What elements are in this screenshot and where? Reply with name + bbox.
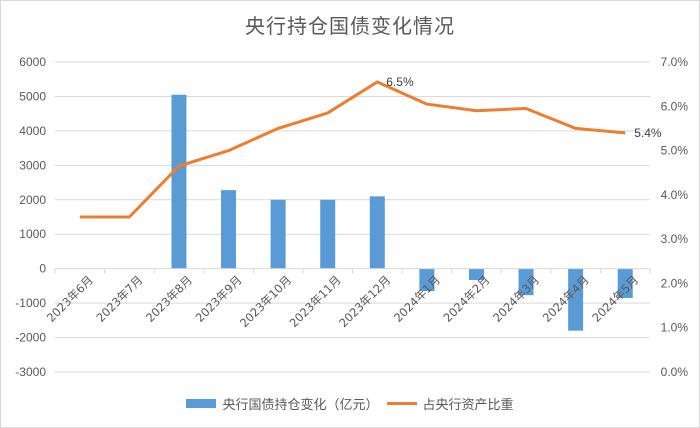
line-swatch-icon [386,402,417,405]
left-axis-tick: -1000 [15,296,46,310]
line-series [79,80,626,219]
left-axis-ticks: 6000 5000 4000 3000 2000 1000 0 -1000 -2000 -3000 [15,55,46,379]
x-axis-labels: 2023年6月2023年7月2023年8月2023年9月2023年10月2023… [44,273,641,330]
bar [419,268,435,292]
bar [617,268,633,298]
gridlines [55,61,650,373]
bar [270,199,286,269]
legend: 央行国债持仓变化（亿元） 占央行资产比重 [0,394,700,413]
x-axis-label: 2023年10月 [237,273,294,330]
bar-swatch-icon [186,399,217,408]
bar-series [171,94,633,331]
x-axis-label: 2023年6月 [44,273,96,325]
left-axis-tick: 0 [39,262,46,276]
right-axis-tick: 0.0% [661,365,689,379]
legend-line-label: 占央行资产比重 [422,398,514,413]
left-axis-tick: 3000 [19,158,46,172]
right-axis-ticks: 7.0% 6.0% 5.0% 4.0% 3.0% 2.0% 1.0% 0.0% [661,55,689,379]
x-axis-label: 2023年9月 [193,273,245,325]
right-axis-tick: 4.0% [661,188,689,202]
left-axis-tick: 6000 [19,55,46,69]
x-axis-label: 2023年7月 [93,273,145,325]
x-axis-label: 2024年2月 [441,273,493,325]
x-axis-label: 2023年11月 [287,273,344,330]
right-axis-tick: 1.0% [661,321,689,335]
bar [468,268,484,281]
data-label: 6.5% [386,75,414,89]
right-axis-tick: 6.0% [661,99,689,113]
data-label: 5.4% [634,126,662,140]
x-axis-label: 2024年1月 [391,273,443,325]
right-axis-tick: 2.0% [661,276,689,290]
bar [518,268,534,296]
data-labels: 6.5% 5.4% [386,75,662,140]
legend-item-bar: 央行国债持仓变化（亿元） [186,394,379,413]
right-axis-tick: 3.0% [661,232,689,246]
left-axis-tick: 1000 [19,227,46,241]
x-axis-label: 2024年5月 [589,273,641,325]
bar [369,196,385,269]
left-axis-tick: 4000 [19,124,46,138]
bar [171,94,187,269]
left-axis-tick: 2000 [19,193,46,207]
legend-item-line: 占央行资产比重 [386,394,514,413]
x-axis-label: 2023年8月 [143,273,195,325]
line-path [79,80,626,219]
bar [568,268,584,331]
chart-title: 央行持仓国债变化情况 [245,14,455,38]
x-axis [54,268,651,274]
legend-bar-label: 央行国债持仓变化（亿元） [222,398,379,413]
bar [320,199,336,269]
left-axis-tick: -2000 [15,331,46,345]
left-axis-tick: 5000 [19,89,46,103]
bar [221,190,237,269]
x-axis-label: 2024年3月 [490,273,542,325]
x-axis-label: 2024年4月 [540,273,592,325]
x-axis-label: 2023年12月 [336,273,393,330]
right-axis-tick: 5.0% [661,144,689,158]
right-axis-tick: 7.0% [661,55,689,69]
left-axis-tick: -3000 [15,365,46,379]
